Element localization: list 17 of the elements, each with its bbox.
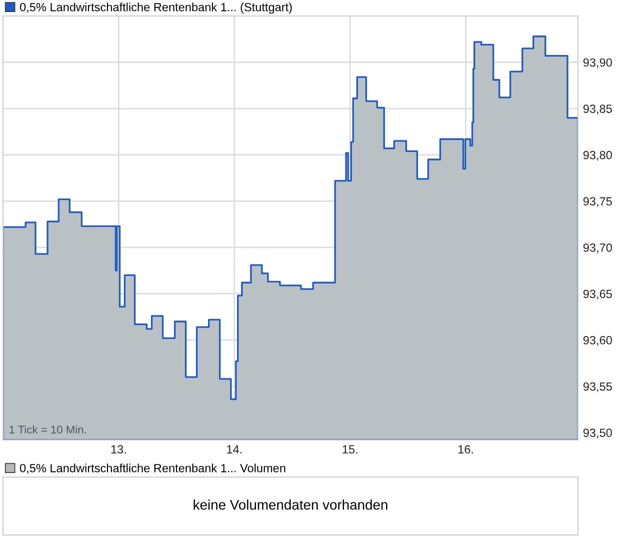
legend-label: 0,5% Landwirtschaftliche Rentenbank 1... (Stuttgart)	[20, 2, 292, 14]
text: keine Volumendaten vorhanden	[194, 500, 388, 510]
y-tick-label: 93,90	[583, 58, 612, 68]
y-tick-label: 93,50	[583, 428, 612, 438]
y-tick-label: 93,70	[583, 243, 612, 254]
x-tick-label: 16.	[458, 445, 473, 454]
y-tick-label: 93,75	[583, 197, 612, 207]
x-tick-label: 15.	[342, 445, 358, 454]
y-tick-label: 93,85	[583, 104, 612, 114]
x-tick-label: 13.	[111, 445, 126, 454]
y-tick-label: 93,55	[583, 382, 612, 392]
y-tick-label: 93,80	[583, 150, 612, 161]
text: 0,5% Landwirtschaftliche Rentenbank 1... Volumen	[20, 464, 286, 474]
x-tick-label: 14.	[227, 445, 242, 454]
y-tick-label: 93,65	[583, 290, 612, 300]
y-tick-label: 93,60	[583, 336, 612, 346]
annotation: 1 Tick = 10 Min.	[10, 425, 86, 434]
